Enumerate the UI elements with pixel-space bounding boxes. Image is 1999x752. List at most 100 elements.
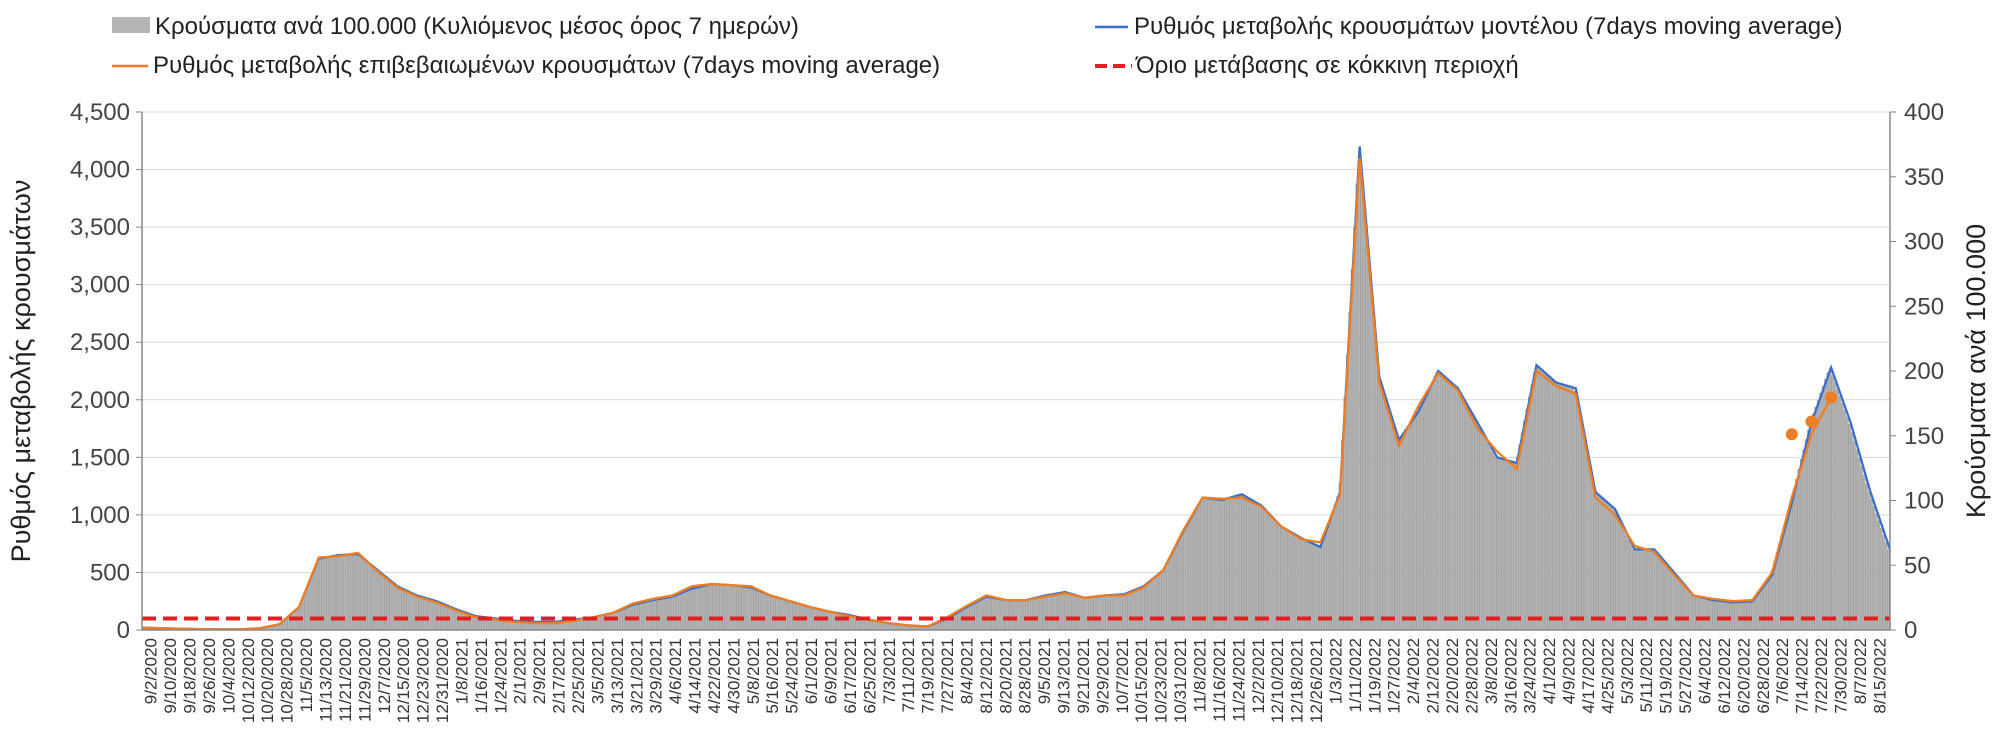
case-bar (1542, 372, 1545, 631)
case-bar (401, 588, 404, 631)
case-bar (984, 596, 987, 631)
case-bar (1074, 595, 1077, 631)
case-bar (654, 599, 657, 631)
case-bar (1850, 432, 1854, 631)
x-tick-label: 10/31/2021 (1171, 638, 1190, 723)
case-bar (1401, 432, 1405, 631)
x-tick-label: 9/2/2020 (142, 638, 161, 704)
x-tick-label: 12/18/2021 (1288, 638, 1307, 723)
case-bar (1163, 565, 1167, 631)
case-bar (607, 613, 611, 631)
case-bar (1763, 582, 1766, 631)
case-bar (1331, 510, 1334, 631)
case-bar (658, 598, 662, 631)
case-bar (683, 591, 686, 631)
confirmed-points (1785, 391, 1838, 441)
case-bar (753, 588, 756, 631)
legend-model-label: Ρυθμός μεταβολής κρουσμάτων μοντέλου (7d… (1134, 13, 1843, 40)
case-bar (1362, 207, 1366, 631)
right-tick-label: 250 (1904, 293, 1944, 320)
case-bar (998, 598, 1002, 631)
case-bar (374, 568, 378, 631)
case-bar (651, 600, 654, 631)
case-bar (384, 576, 387, 631)
case-bar (981, 597, 985, 631)
case-bar (719, 583, 722, 631)
case-bar (828, 611, 832, 631)
case-bar (1336, 496, 1339, 631)
case-bar (1688, 591, 1691, 631)
case-bar (1867, 491, 1871, 631)
case-bar (1809, 420, 1813, 631)
case-bar (1112, 594, 1116, 631)
case-bar (399, 586, 402, 631)
case-bar (1404, 428, 1407, 631)
case-bar (367, 562, 370, 631)
x-tick-label: 3/24/2022 (1521, 638, 1540, 714)
case-bar (1338, 482, 1342, 631)
case-bar (1559, 383, 1562, 631)
case-bar (792, 602, 795, 631)
case-bar (1372, 320, 1376, 631)
case-bar (1037, 596, 1041, 631)
case-bar (435, 601, 438, 631)
case-bar (1749, 601, 1752, 631)
case-bar (1535, 366, 1538, 631)
case-bar (870, 619, 873, 631)
case-bar (1015, 600, 1019, 631)
case-bar (1396, 439, 1400, 631)
x-tick-label: 5/27/2022 (1676, 638, 1695, 714)
case-bar (1707, 599, 1711, 631)
case-bar (1054, 593, 1058, 631)
case-bar (826, 611, 829, 631)
case-bar (775, 596, 778, 631)
case-bar (790, 601, 793, 631)
left-tick-label: 1,000 (70, 502, 130, 529)
case-bar (1452, 385, 1456, 631)
x-tick-label: 11/29/2020 (355, 638, 374, 722)
case-bar (1297, 536, 1300, 631)
case-bar (702, 585, 705, 631)
case-bar (425, 597, 429, 631)
case-bar (1389, 415, 1393, 631)
x-tick-label: 1/3/2022 (1326, 638, 1345, 704)
case-bar (1860, 466, 1864, 631)
case-bar (1248, 499, 1252, 631)
x-tick-label: 11/8/2021 (1191, 638, 1210, 712)
case-bar (1222, 499, 1225, 631)
case-bar (1231, 496, 1235, 631)
case-bar (741, 585, 744, 631)
case-bar (1732, 602, 1735, 631)
case-bar (1683, 586, 1686, 631)
case-bar (438, 602, 441, 631)
x-tick-label: 4/25/2022 (1598, 638, 1617, 714)
case-bar (1484, 438, 1487, 631)
left-tick-label: 4,500 (70, 99, 130, 126)
case-bar (345, 554, 349, 631)
case-bar (1350, 269, 1354, 631)
case-bar (1258, 504, 1261, 631)
case-bar (306, 586, 310, 631)
x-tick-label: 12/15/2020 (394, 638, 413, 723)
x-tick-label: 2/25/2021 (569, 638, 588, 714)
case-bar (736, 585, 739, 631)
case-bar (1217, 499, 1220, 631)
x-tick-label: 8/12/2021 (977, 638, 996, 714)
case-bar (639, 602, 642, 631)
case-bar (1134, 588, 1138, 631)
confirmed-point (1785, 428, 1798, 441)
case-bar (1428, 386, 1431, 631)
case-bar (1571, 387, 1575, 631)
case-bar (879, 621, 883, 631)
case-bar (1200, 498, 1203, 631)
case-bar (406, 590, 409, 631)
case-bar (1083, 597, 1087, 631)
x-tick-label: 9/26/2020 (200, 638, 219, 714)
case-bar (387, 578, 390, 631)
case-bar (1287, 531, 1291, 631)
case-bar (1440, 374, 1444, 631)
case-bar (1095, 595, 1099, 631)
case-bar (1671, 572, 1674, 631)
case-bar (685, 590, 688, 631)
case-bar (1853, 440, 1856, 631)
